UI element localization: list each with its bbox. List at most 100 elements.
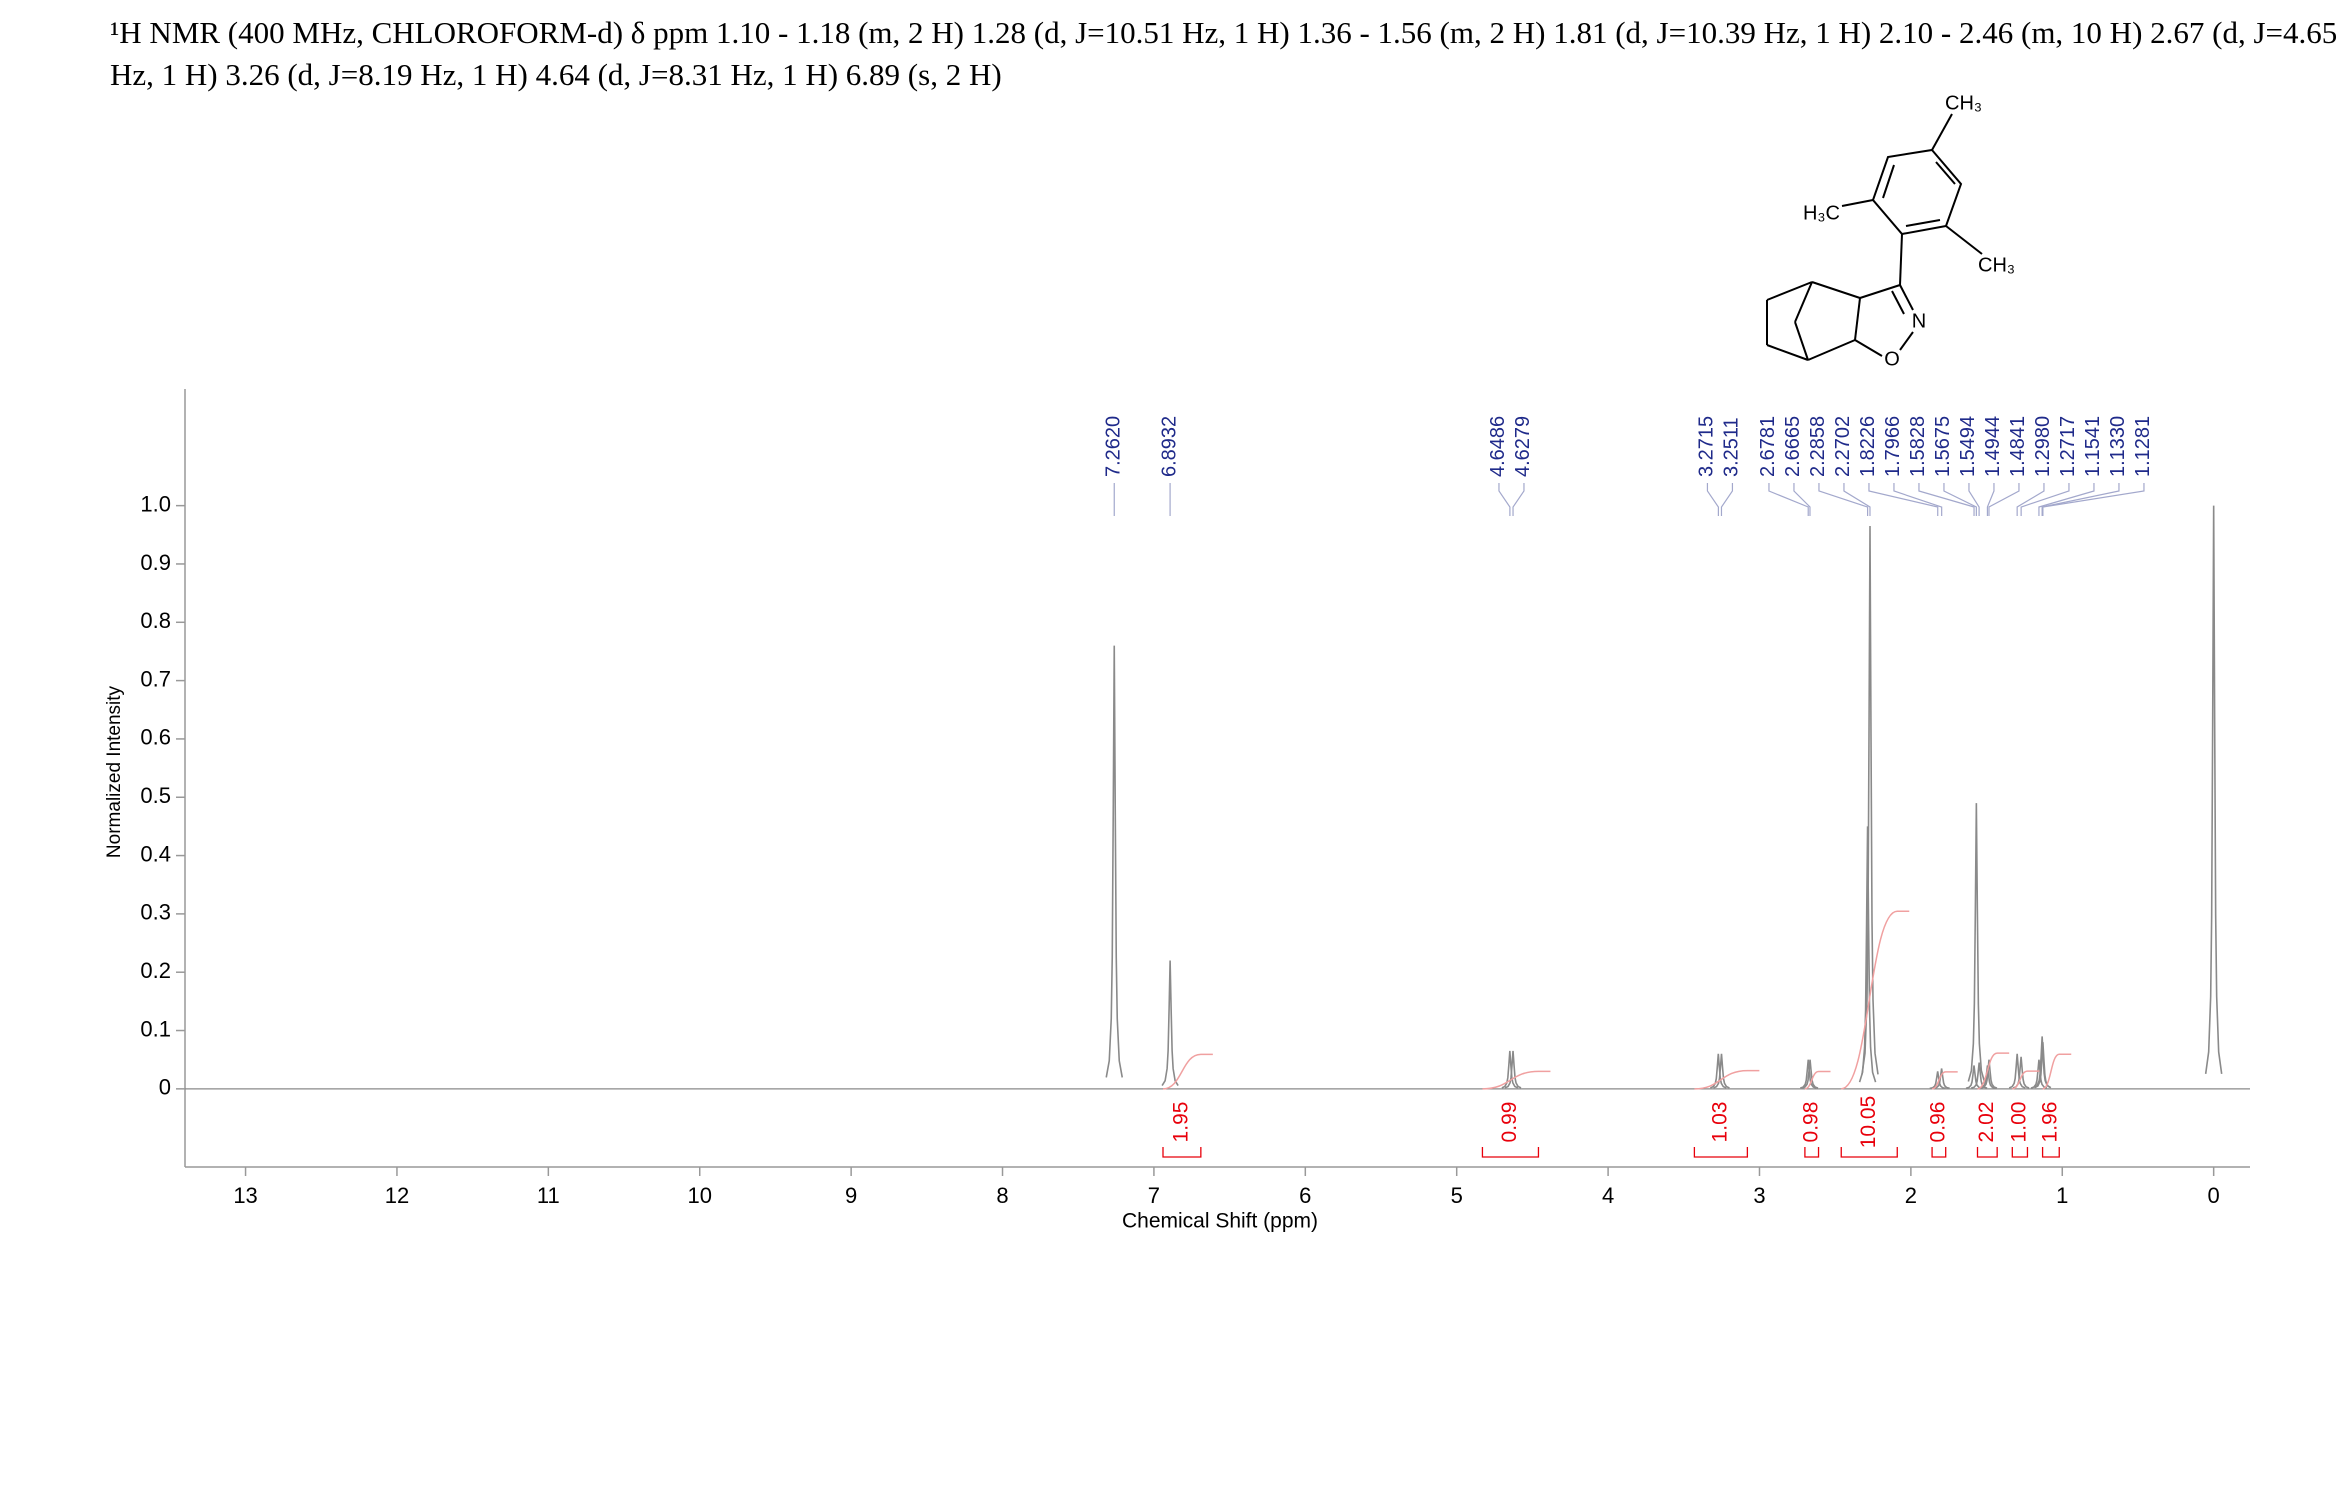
- atom-label: H₃C: [1803, 202, 1840, 224]
- peak-label: 3.2511: [1721, 417, 1743, 477]
- peak: [1967, 803, 1986, 1082]
- chart-title: ¹H NMR (400 MHz, CHLOROFORM-d) δ ppm 1.1…: [110, 15, 2338, 92]
- integral-label: 1.00: [2007, 1102, 2030, 1143]
- bond: [1899, 284, 1914, 311]
- x-tick-label: 13: [233, 1183, 257, 1208]
- bond: [1899, 233, 1903, 286]
- y-tick-label: 0.2: [140, 958, 171, 983]
- peak-label: 1.4944: [1982, 416, 2004, 477]
- peak-label-leader: [1512, 483, 1525, 516]
- peak-label-leader: [2016, 483, 2045, 516]
- peak-label: 2.2702: [1832, 416, 1854, 477]
- bond: [1807, 339, 1856, 361]
- x-tick-label: 4: [1602, 1183, 1614, 1208]
- peak-label: 1.1541: [2082, 416, 2104, 477]
- bond: [1766, 344, 1809, 361]
- atom-label: O: [1884, 348, 1900, 370]
- peak-label-leader: [1868, 483, 1939, 516]
- aryl-ring: [1871, 148, 1963, 236]
- integral-label: 1.03: [1708, 1102, 1731, 1143]
- peak: [2034, 1042, 2052, 1089]
- structure: CH₃ H₃C CH₃ N O: [1766, 92, 2015, 370]
- peak: [1504, 1050, 1522, 1089]
- bond: [1891, 290, 1905, 315]
- y-tick-label: 1.0: [140, 491, 171, 516]
- x-tick-label: 12: [385, 1183, 409, 1208]
- bond: [1882, 164, 1895, 199]
- peak-label: 1.1281: [2132, 416, 2154, 477]
- integral-curve: [1977, 1052, 2010, 1090]
- peak-label-leader: [1986, 483, 1995, 516]
- integral-curve: [2012, 1070, 2040, 1090]
- x-axis-label: Chemical Shift (ppm): [1122, 1210, 1318, 1233]
- x-tick-label: 6: [1299, 1183, 1311, 1208]
- peak-label: 4.6279: [1512, 416, 1534, 477]
- peak-label: 1.4841: [2007, 416, 2029, 477]
- integral-bracket: [1162, 1147, 1202, 1158]
- peak-label-leader: [1720, 483, 1734, 516]
- y-tick-label: 0.9: [140, 550, 171, 575]
- peak: [2204, 505, 2223, 1074]
- integral-bracket: [1976, 1147, 1998, 1158]
- integral-label: 2.02: [1975, 1102, 1998, 1143]
- y-tick-label: 0: [159, 1075, 171, 1100]
- bond: [1899, 331, 1914, 351]
- integral-curve: [1694, 1069, 1760, 1090]
- atom-label: CH₃: [1978, 254, 2015, 276]
- y-tick-label: 0.3: [140, 900, 171, 925]
- y-tick-label: 0.1: [140, 1016, 171, 1041]
- peak-label: 1.8226: [1857, 416, 1879, 477]
- peak: [1161, 960, 1179, 1086]
- peak: [2008, 1053, 2026, 1089]
- bond: [1766, 281, 1813, 301]
- peak: [2030, 1059, 2048, 1089]
- y-tick-label: 0.6: [140, 725, 171, 750]
- integral-label: 0.98: [1799, 1102, 1822, 1143]
- peak-label: 1.1330: [2107, 416, 2129, 477]
- integral-label: 0.99: [1498, 1102, 1521, 1143]
- x-tick-label: 5: [1451, 1183, 1463, 1208]
- peak-label: 1.5675: [1932, 416, 1954, 477]
- x-tick-label: 3: [1753, 1183, 1765, 1208]
- peak-label: 6.8932: [1158, 416, 1180, 477]
- peak-label-leader: [1968, 483, 1980, 516]
- integral-curve: [1804, 1070, 1831, 1090]
- peak-label-leader: [2038, 483, 2095, 516]
- x-tick-label: 7: [1148, 1183, 1160, 1208]
- y-tick-label: 0.4: [140, 841, 171, 866]
- bond: [1854, 339, 1883, 357]
- peak-label-leader: [1988, 483, 2020, 516]
- integral-bracket: [2011, 1147, 2029, 1158]
- bond: [1859, 284, 1901, 299]
- peak-label: 1.5494: [1957, 416, 1979, 477]
- peak: [1501, 1050, 1519, 1089]
- peak: [1799, 1059, 1817, 1089]
- peak-label: 2.6665: [1782, 416, 1804, 477]
- integral-curve: [1841, 910, 1910, 1090]
- integral-label: 10.05: [1857, 1096, 1880, 1149]
- peak-label-leader: [1768, 483, 1809, 516]
- integral-bracket: [2041, 1147, 2060, 1158]
- integral-label: 1.96: [2038, 1102, 2061, 1143]
- y-axis-label: Normalized Intensity: [104, 685, 125, 858]
- peak-label-leader: [2041, 483, 2120, 516]
- peak-label-leader: [1893, 483, 1943, 516]
- peak-label: 1.7966: [1882, 416, 1904, 477]
- peak-label-leader: [1843, 483, 1871, 516]
- peak-label-leader: [1793, 483, 1811, 516]
- x-tick-label: 9: [845, 1183, 857, 1208]
- bond: [1811, 281, 1861, 299]
- peak: [1713, 1053, 1730, 1089]
- bond: [1794, 321, 1809, 361]
- x-tick-label: 2: [1905, 1183, 1917, 1208]
- x-tick-label: 11: [537, 1183, 560, 1208]
- peak-label-leader: [1498, 483, 1511, 516]
- y-tick-label: 0.5: [140, 783, 171, 808]
- integral-curve: [1931, 1071, 1958, 1090]
- peak-label: 1.5828: [1907, 416, 1929, 477]
- x-tick-label: 1: [2056, 1183, 2068, 1208]
- peak-label: 1.2717: [2057, 416, 2079, 477]
- peak: [1933, 1068, 1950, 1090]
